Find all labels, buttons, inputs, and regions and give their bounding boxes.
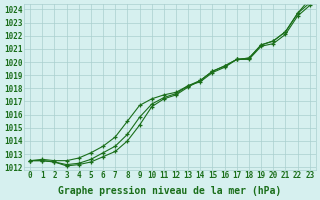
X-axis label: Graphe pression niveau de la mer (hPa): Graphe pression niveau de la mer (hPa) [58, 186, 282, 196]
